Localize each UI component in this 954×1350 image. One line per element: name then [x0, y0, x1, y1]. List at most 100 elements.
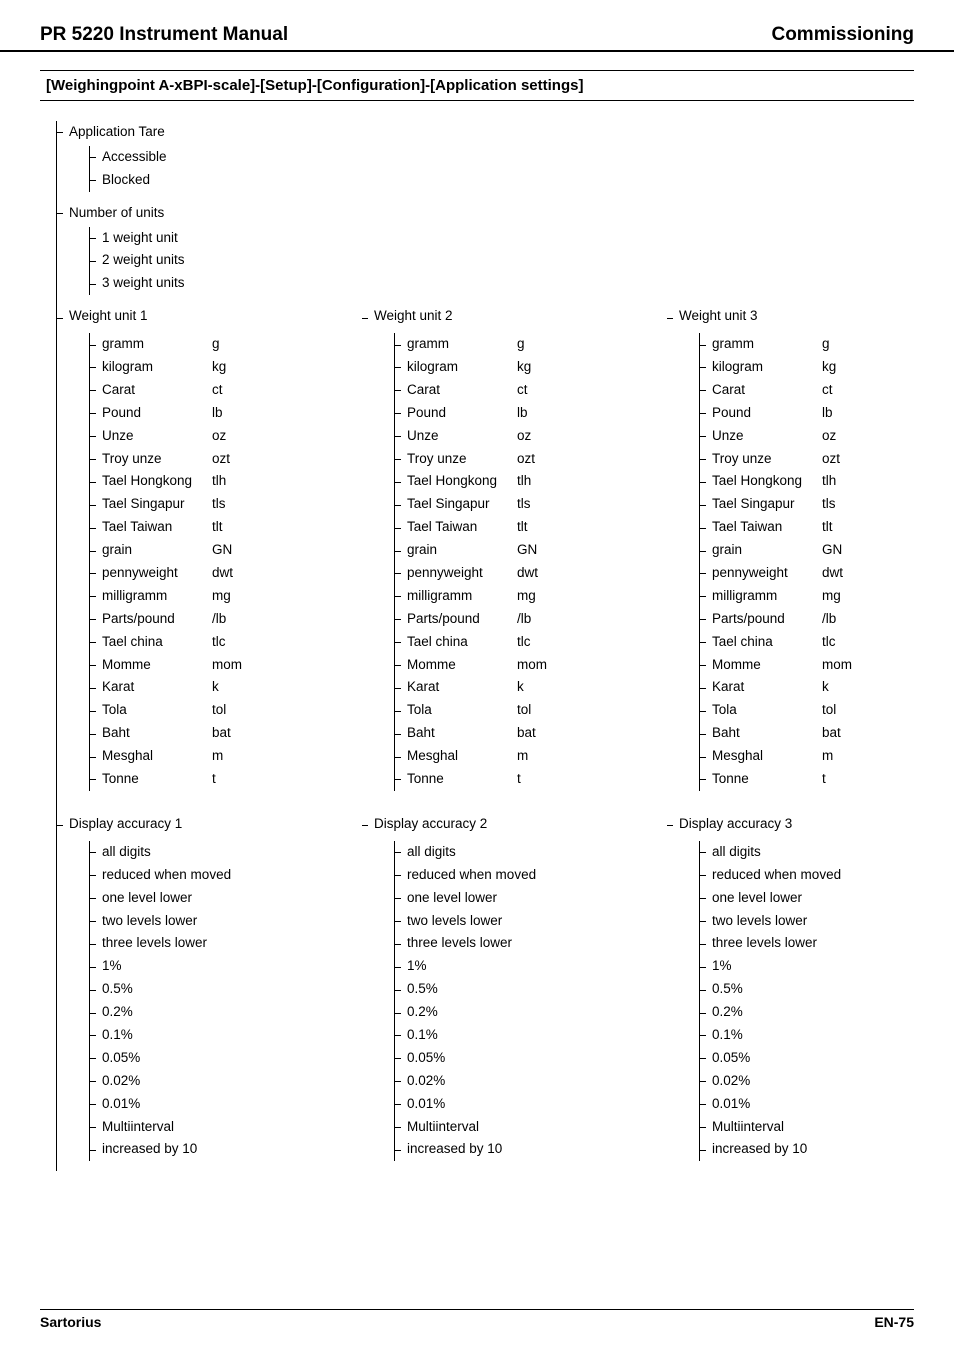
weight-unit-item: milligrammmg: [397, 585, 629, 608]
display-accuracy-label: increased by 10: [102, 1141, 197, 1156]
weight-unit-item: Mommemom: [92, 654, 324, 677]
weight-unit-item: Tael Taiwantlt: [702, 516, 934, 539]
unit-abbr: tlt: [822, 518, 833, 537]
unit-abbr: ozt: [212, 450, 230, 469]
unit-name: pennyweight: [102, 564, 212, 583]
display-accuracy-label: two levels lower: [102, 913, 197, 928]
unit-name: Tael china: [407, 633, 517, 652]
breadcrumb-text: [Weighingpoint A-xBPI-scale]-[Setup]-[Co…: [46, 77, 583, 94]
display-accuracy-label: 0.1%: [712, 1027, 743, 1042]
weight-unit-item: milligrammmg: [702, 585, 934, 608]
unit-name: Unze: [712, 427, 822, 446]
display-accuracy-label: reduced when moved: [407, 867, 536, 882]
weight-unit-item: grainGN: [92, 539, 324, 562]
display-accuracy-item: one level lower: [702, 887, 934, 910]
weight-unit-item: Caratct: [397, 379, 629, 402]
weight-unit-item: Mommemom: [702, 654, 934, 677]
unit-name: Carat: [407, 381, 517, 400]
unit-name: Tola: [102, 701, 212, 720]
weight-unit-item: Tael Singapurtls: [397, 493, 629, 516]
unit-abbr: tlc: [212, 633, 226, 652]
unit-abbr: dwt: [517, 564, 538, 583]
unit-abbr: bat: [212, 724, 231, 743]
unit-abbr: /lb: [517, 610, 531, 629]
unit-name: Momme: [407, 656, 517, 675]
display-accuracy-label: 0.2%: [407, 1004, 438, 1019]
unit-name: Pound: [712, 404, 822, 423]
display-accuracy-item: 1%: [702, 955, 934, 978]
weight-unit-item: Poundlb: [92, 402, 324, 425]
weight-unit-item: Tael chinatlc: [397, 631, 629, 654]
weight-unit-column: Weight unit 1grammgkilogramkgCaratctPoun…: [59, 305, 324, 801]
weight-unit-item: Poundlb: [702, 402, 934, 425]
display-accuracy-label: two levels lower: [407, 913, 502, 928]
display-accuracy-item: 0.5%: [702, 978, 934, 1001]
unit-name: Tael Hongkong: [407, 472, 517, 491]
weight-unit-item: pennyweightdwt: [92, 562, 324, 585]
unit-name: Momme: [102, 656, 212, 675]
display-accuracy-item: 1%: [92, 955, 324, 978]
unit-name: pennyweight: [712, 564, 822, 583]
display-accuracy-item: Multiinterval: [92, 1116, 324, 1139]
display-accuracy-label: 1%: [712, 958, 732, 973]
display-accuracy-item: reduced when moved: [397, 864, 629, 887]
units-3: 3 weight units: [92, 272, 914, 295]
weight-unit-item: Mesghalm: [397, 745, 629, 768]
weight-unit-columns: Weight unit 1grammgkilogramkgCaratctPoun…: [59, 305, 914, 801]
display-accuracy-heading: Display accuracy 1: [59, 813, 324, 838]
display-accuracy-label: all digits: [712, 844, 761, 859]
display-accuracy-label: 0.02%: [102, 1073, 140, 1088]
weight-unit-column: Weight unit 2grammgkilogramkgCaratctPoun…: [364, 305, 629, 801]
unit-name: Tael china: [102, 633, 212, 652]
display-accuracy-item: Multiinterval: [702, 1116, 934, 1139]
unit-name: kilogram: [407, 358, 517, 377]
unit-name: Tael Hongkong: [102, 472, 212, 491]
display-accuracy-item: 0.02%: [92, 1070, 324, 1093]
unit-abbr: tol: [517, 701, 531, 720]
weight-unit-item: Karatk: [702, 676, 934, 699]
display-accuracy-label: 0.02%: [712, 1073, 750, 1088]
unit-abbr: g: [212, 335, 220, 354]
weight-unit-item: Parts/pound/lb: [702, 608, 934, 631]
display-accuracy-label: increased by 10: [407, 1141, 502, 1156]
unit-abbr: tlt: [212, 518, 223, 537]
weight-unit-item: Tael Taiwantlt: [397, 516, 629, 539]
unit-name: Baht: [407, 724, 517, 743]
weight-unit-item: Tael Hongkongtlh: [702, 470, 934, 493]
unit-abbr: lb: [212, 404, 223, 423]
unit-abbr: ct: [212, 381, 223, 400]
display-accuracy-item: 0.02%: [397, 1070, 629, 1093]
display-accuracy-item: all digits: [92, 841, 324, 864]
display-accuracy-item: reduced when moved: [702, 864, 934, 887]
unit-name: Karat: [712, 678, 822, 697]
page-footer: Sartorius EN-75: [40, 1309, 914, 1330]
application-tare-children: Accessible Blocked: [89, 146, 914, 192]
display-accuracy-list: all digits reduced when movedone level lo…: [699, 841, 934, 1161]
display-accuracy-label: 0.2%: [712, 1004, 743, 1019]
weight-unit-item: Troy unzeozt: [702, 448, 934, 471]
unit-abbr: tlh: [517, 472, 531, 491]
unit-abbr: oz: [517, 427, 531, 446]
display-accuracy-item: 1%: [397, 955, 629, 978]
weight-unit-item: Tael Singapurtls: [702, 493, 934, 516]
weight-unit-item: kilogramkg: [702, 356, 934, 379]
number-of-units-node: Number of units: [59, 202, 914, 225]
display-accuracy-item: increased by 10: [92, 1138, 324, 1161]
tare-accessible: Accessible: [92, 146, 914, 169]
display-accuracy-label: increased by 10: [712, 1141, 807, 1156]
unit-abbr: k: [517, 678, 524, 697]
weight-unit-heading-label: Weight unit 1: [69, 308, 148, 323]
unit-abbr: mom: [212, 656, 242, 675]
unit-abbr: /lb: [822, 610, 836, 629]
unit-abbr: tlh: [822, 472, 836, 491]
weight-unit-item: Tolatol: [397, 699, 629, 722]
display-accuracy-item: increased by 10: [702, 1138, 934, 1161]
unit-name: Tael Taiwan: [407, 518, 517, 537]
display-accuracy-heading-label: Display accuracy 3: [679, 816, 792, 831]
weight-unit-item: Unzeoz: [397, 425, 629, 448]
unit-abbr: tls: [212, 495, 226, 514]
unit-name: Tola: [712, 701, 822, 720]
weight-unit-item: Bahtbat: [397, 722, 629, 745]
unit-name: milligramm: [102, 587, 212, 606]
weight-unit-item: Unzeoz: [92, 425, 324, 448]
